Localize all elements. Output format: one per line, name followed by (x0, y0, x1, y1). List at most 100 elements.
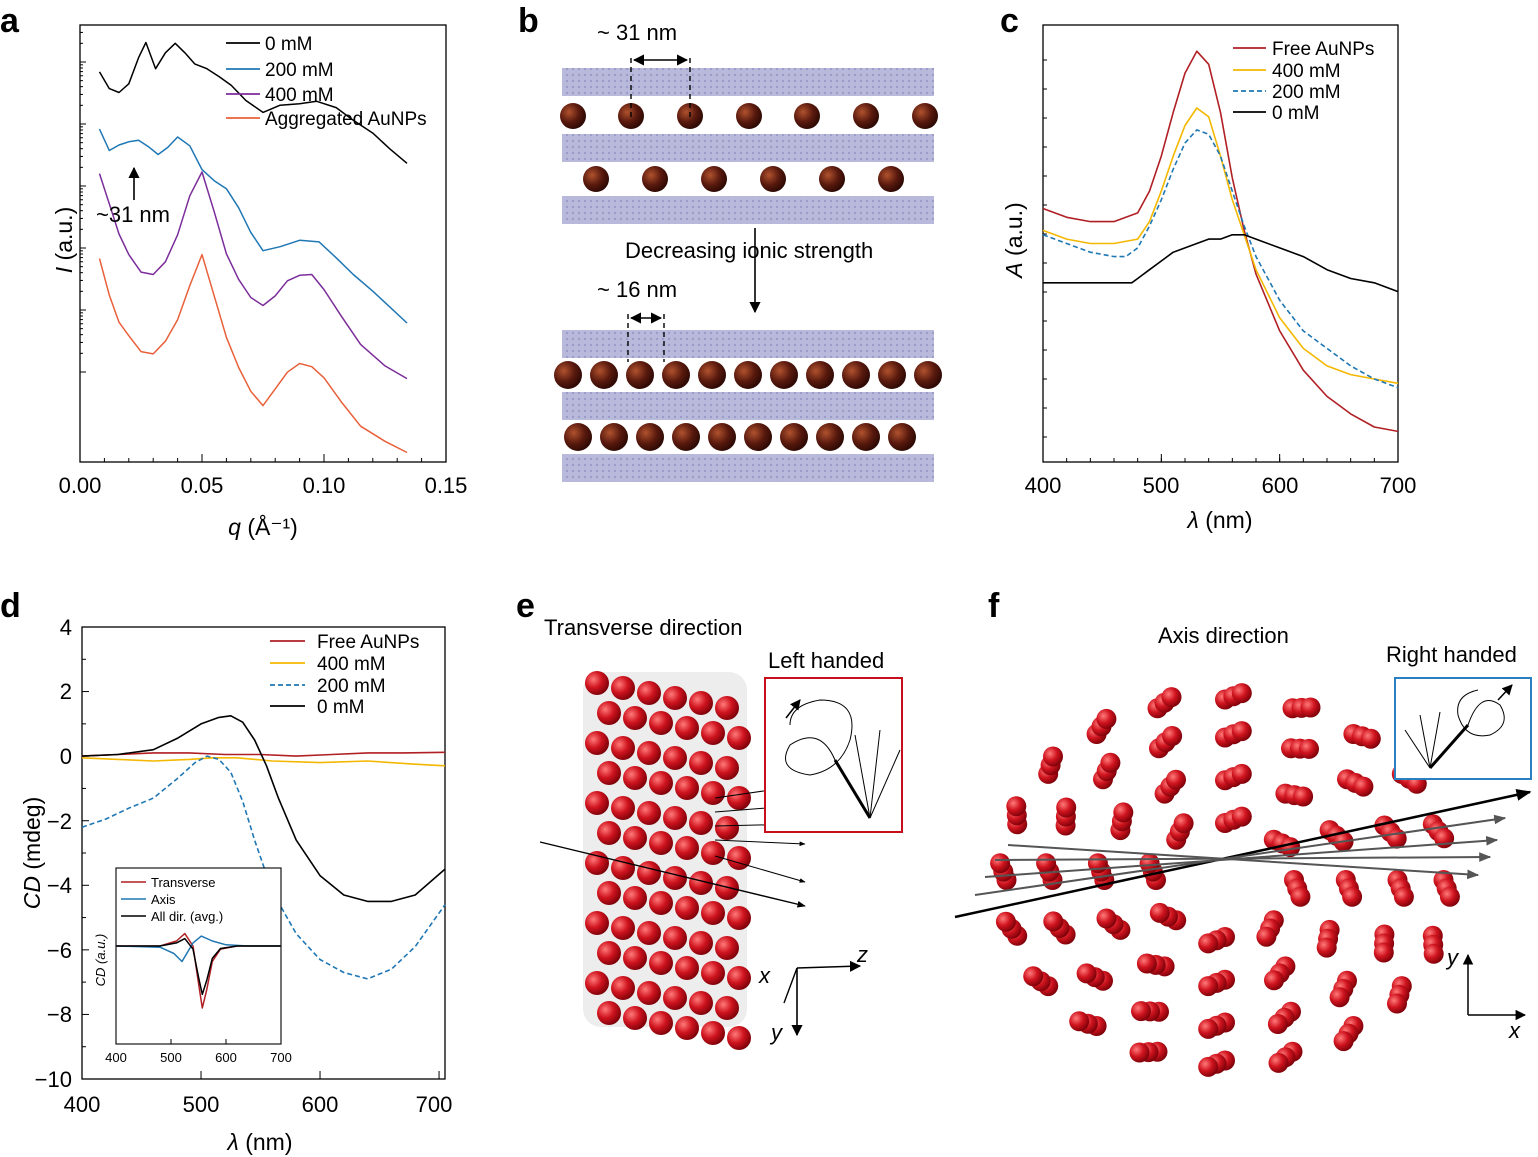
gold-bead (1231, 721, 1252, 742)
panel-a: a 0 mM 200 mM 400 mM Aggregated AuNPs ~3… (0, 2, 467, 540)
gold-bead (701, 781, 725, 805)
gold-bead (1439, 886, 1460, 907)
panel-a-ticks (79, 31, 447, 462)
gold-bead (597, 941, 621, 965)
panel-a-xlabel-var: q (228, 514, 241, 540)
gold-bead (701, 901, 725, 925)
inset-legend-label: Transverse (151, 875, 216, 890)
panel-a-xtick: 0.15 (425, 473, 468, 498)
panel-a-xtick: 0.00 (59, 473, 102, 498)
inset-legend-label: All dir. (avg.) (151, 909, 223, 924)
gold-bead (1161, 687, 1182, 708)
panel-a-xtick: 0.10 (303, 473, 346, 498)
gold-nanoparticle (878, 166, 904, 192)
panel-c-letter: c (1000, 2, 1019, 40)
gold-bead (585, 731, 609, 755)
gold-bead (1198, 1018, 1219, 1039)
panel-c-xtick: 400 (1025, 473, 1062, 498)
gold-bead (727, 1026, 751, 1050)
gold-bead (649, 771, 673, 795)
gold-bead (1423, 943, 1444, 964)
panel-a-xtick: 0.05 (181, 473, 224, 498)
gold-nanoparticle (819, 166, 845, 192)
gold-bead (637, 741, 661, 765)
panel-c-curves (1042, 50, 1399, 433)
panel-d-ylabel: CD (mdeg) (19, 797, 45, 909)
series-line-200-mm (98, 128, 408, 324)
gold-bead (689, 991, 713, 1015)
gold-bead (597, 1001, 621, 1025)
panel-f-title: Axis direction (1158, 623, 1289, 648)
gold-nanoparticle (672, 423, 700, 451)
gold-bead (637, 801, 661, 825)
gold-bead (1268, 1052, 1289, 1073)
gold-bead (611, 736, 635, 760)
panel-a-letter: a (0, 2, 20, 40)
gold-bead (663, 746, 687, 770)
panel-a-annotation: ~31 nm (96, 202, 170, 227)
gold-bead (1006, 796, 1027, 817)
gold-bead (675, 896, 699, 920)
panel-b-spacing-top: ~ 31 nm (597, 20, 677, 45)
gold-bead (1342, 886, 1363, 907)
gold-bead (1166, 769, 1186, 790)
gold-bead (715, 996, 739, 1020)
panel-d-xlabel-unit: (nm) (239, 1129, 293, 1155)
panel-a-xlabel: q (Å⁻¹) (228, 513, 298, 540)
inset-curves (115, 932, 282, 1044)
gold-bead (663, 986, 687, 1010)
gold-bead (675, 716, 699, 740)
gold-bead (663, 866, 687, 890)
panel-e-coordinate-axes: x z y (758, 942, 868, 1045)
panel-e-bead-helix (585, 671, 751, 1050)
gold-bead (1043, 746, 1063, 767)
field-arrow (714, 855, 806, 883)
panel-c-xtick: 600 (1262, 473, 1299, 498)
gold-bead (1256, 926, 1277, 947)
panel-b: b ~ 31 nm Decreasing ionic strength ~ 16… (518, 2, 942, 482)
gold-bead (1023, 966, 1044, 987)
gold-bead (611, 916, 635, 940)
gold-nanoparticle (912, 103, 938, 129)
gold-bead (1096, 908, 1117, 929)
panel-d-xtick: 700 (416, 1092, 453, 1117)
axis-x-label: x (1508, 1018, 1521, 1043)
gold-bead (689, 871, 713, 895)
gold-bead (1043, 911, 1064, 932)
panel-d-ytick: −2 (47, 809, 72, 834)
legend-label-400mm: 400 mM (317, 654, 386, 675)
inset-xtick: 400 (105, 1050, 127, 1065)
legend-label-0mm: 0 mM (1272, 103, 1320, 124)
panel-a-ylabel-var: I (51, 266, 77, 273)
legend-label-free: Free AuNPs (317, 632, 419, 653)
gold-bead (675, 956, 699, 980)
gold-nanoparticle (734, 361, 762, 389)
gold-bead (1113, 802, 1134, 823)
gold-nanoparticle (853, 103, 879, 129)
gold-nanoparticle (852, 423, 880, 451)
panel-d-letter: d (0, 587, 21, 625)
panel-a-ylabel-unit: (a.u.) (51, 207, 77, 267)
gold-bead (663, 806, 687, 830)
gold-bead (1299, 738, 1319, 759)
panel-a-ylabel: I (a.u.) (51, 207, 77, 273)
panel-d-ytick: 2 (60, 679, 72, 704)
series-line-400-mm (98, 171, 408, 380)
gold-bead (663, 926, 687, 950)
gold-bead (1100, 752, 1121, 773)
gold-bead (597, 701, 621, 725)
gold-nanoparticle (600, 423, 628, 451)
gold-bead (611, 976, 635, 1000)
gold-bead (990, 853, 1011, 874)
gold-bead (715, 696, 739, 720)
gold-bead (701, 841, 725, 865)
gold-bead (675, 836, 699, 860)
gold-bead (623, 706, 647, 730)
gold-bead (1300, 697, 1321, 718)
panel-d-xtick: 500 (183, 1092, 220, 1117)
left-handed-helix-icon (785, 699, 901, 819)
legend-label-400mm: 400 mM (1272, 61, 1341, 82)
gold-bead (1198, 933, 1219, 954)
panel-f-arrows (954, 789, 1532, 919)
gold-nanoparticle (708, 423, 736, 451)
